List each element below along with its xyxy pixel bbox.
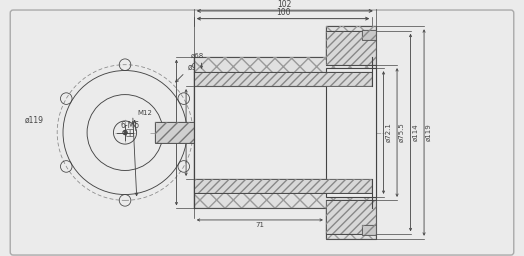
Polygon shape [362,225,376,235]
Text: ø114: ø114 [412,124,419,141]
Polygon shape [194,26,376,239]
Polygon shape [326,200,376,234]
FancyBboxPatch shape [10,10,514,255]
Text: 6-M6: 6-M6 [121,121,139,130]
Polygon shape [362,30,376,40]
Polygon shape [326,31,376,65]
Polygon shape [155,122,194,143]
Text: (28): (28) [344,118,358,125]
Text: 100: 100 [276,8,290,17]
Text: M12: M12 [138,110,152,116]
Text: ø93: ø93 [188,63,202,72]
Text: ø52: ø52 [178,126,184,139]
Polygon shape [194,179,372,193]
Polygon shape [326,68,376,197]
Text: ø68: ø68 [191,52,204,58]
Polygon shape [194,86,372,179]
Text: ø119: ø119 [426,124,432,141]
Text: 102: 102 [278,0,292,9]
Text: ø72.1: ø72.1 [386,123,391,143]
Text: ø75.5: ø75.5 [399,123,405,142]
Text: 71: 71 [255,222,264,228]
Polygon shape [194,72,372,86]
Text: 均布: 均布 [125,129,135,138]
Text: ø85: ø85 [169,126,174,139]
Text: ø119: ø119 [25,116,43,125]
